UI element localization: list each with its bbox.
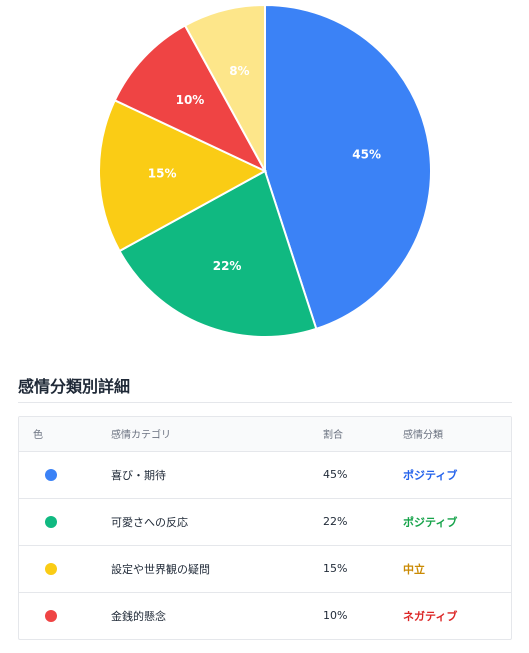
- color-swatch: [45, 563, 57, 575]
- pie-slice: [118, 169, 318, 338]
- pie-slice: [98, 98, 268, 253]
- pie-slice: [264, 3, 432, 331]
- header-ratio: 割合: [323, 430, 343, 442]
- slice-data-label: 45%: [352, 147, 381, 161]
- row-category: 喜び・期待: [111, 468, 166, 482]
- header-category: 感情カテゴリ: [111, 430, 171, 442]
- slice-data-label: 10%: [176, 93, 205, 107]
- slice-data-label: 22%: [213, 259, 242, 273]
- header-classification: 感情分類: [403, 430, 443, 442]
- row-category: 可愛さへの反応: [111, 515, 188, 529]
- table-row: 設定や世界観の疑問 15% 中立: [19, 545, 511, 592]
- row-classification: 中立: [403, 562, 425, 576]
- row-category: 設定や世界観の疑問: [111, 562, 210, 576]
- color-swatch: [45, 610, 57, 623]
- row-ratio: 15%: [323, 562, 348, 575]
- title-divider: [18, 402, 512, 403]
- section-title: 感情分類別詳細: [18, 377, 131, 396]
- slice-data-label: 8%: [229, 64, 249, 78]
- table-row: 喜び・期待 45% ポジティブ: [19, 451, 511, 498]
- header-color: 色: [33, 430, 43, 442]
- row-ratio: 22%: [323, 515, 348, 528]
- slice-data-label: 15%: [148, 167, 177, 181]
- table-row: 金銭的懸念 10% ネガティブ: [19, 592, 511, 639]
- color-swatch: [45, 516, 57, 528]
- emotion-pie-chart: 45% 22% 15% 10% 8%: [98, 3, 432, 338]
- emotion-detail-table: 色 感情カテゴリ 割合 感情分類 喜び・期待 45% ポジティブ 可愛さへの反応…: [18, 416, 512, 640]
- pie-slice: [183, 3, 266, 172]
- pie-slice: [113, 24, 268, 174]
- table-row: 可愛さへの反応 22% ポジティブ: [19, 498, 511, 545]
- color-swatch: [45, 469, 57, 481]
- row-category: 金銭的懸念: [111, 609, 166, 623]
- row-ratio: 10%: [323, 609, 348, 623]
- row-classification: ネガティブ: [403, 609, 458, 623]
- table-header-row: 色 感情カテゴリ 割合 感情分類: [19, 417, 511, 451]
- row-classification: ポジティブ: [403, 515, 458, 529]
- row-ratio: 45%: [323, 468, 348, 481]
- row-classification: ポジティブ: [403, 468, 458, 482]
